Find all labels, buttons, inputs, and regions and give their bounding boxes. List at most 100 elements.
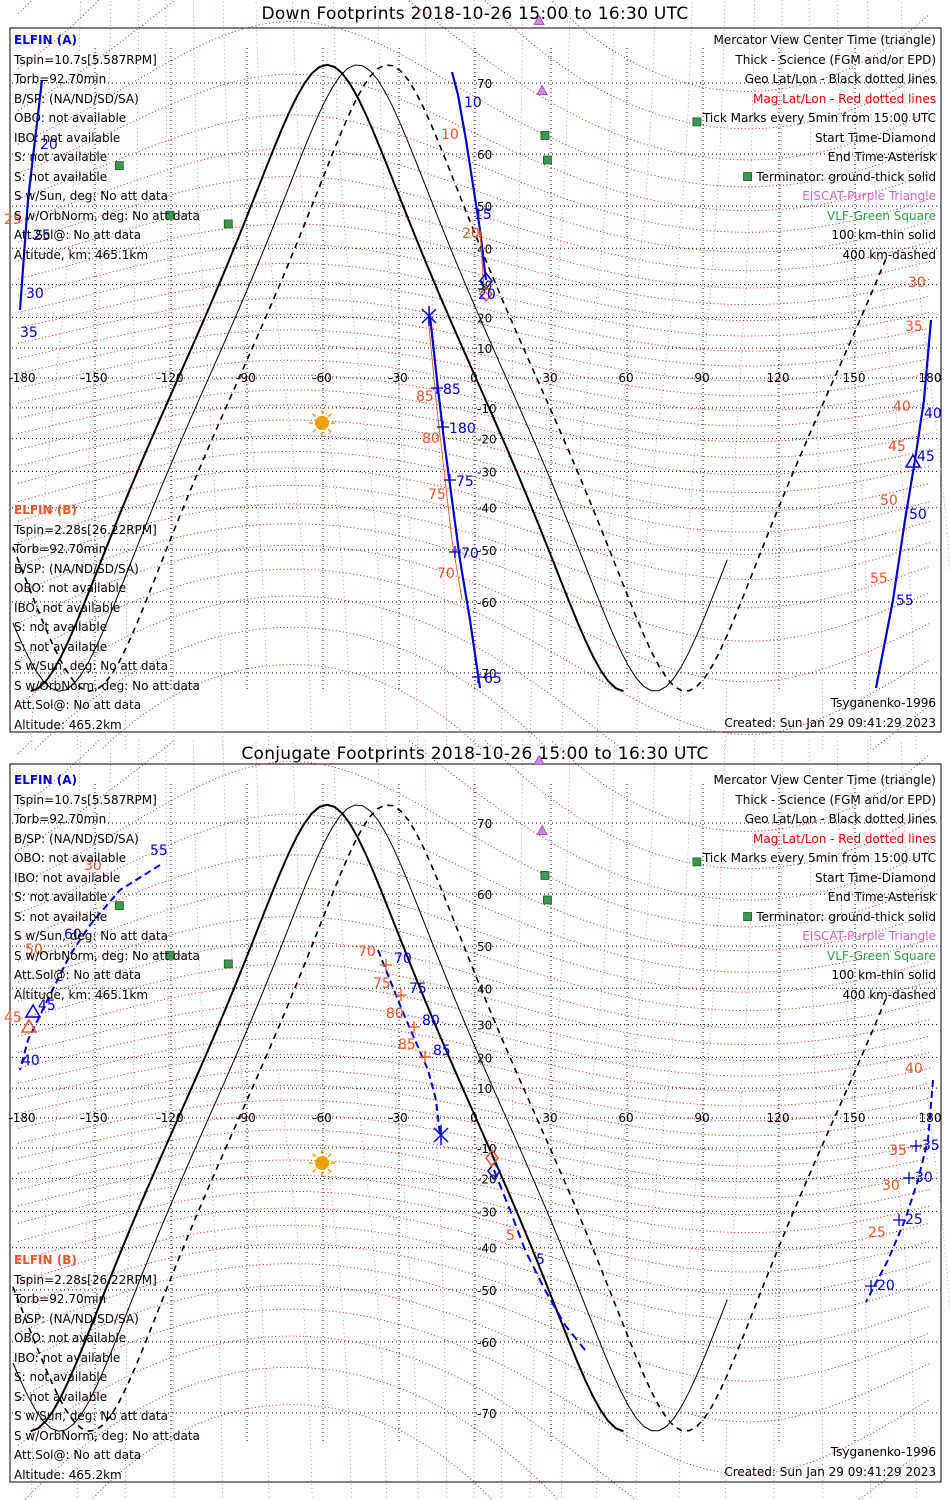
legend: Mercator View Center Time (triangle) Thi… — [703, 31, 936, 265]
lon-tick-label: -150 — [80, 1111, 107, 1125]
legend-item: Geo Lat/Lon - Black dotted lines — [744, 812, 936, 826]
mag-lat-line — [17, 916, 931, 1012]
info-line: Att.Sol@: No att data — [14, 1448, 142, 1462]
sun-ray — [327, 428, 332, 433]
info-line: Att.Sol@: No att data — [14, 968, 142, 982]
mag-lon-line — [808, 0, 824, 750]
lat-tick-label: 50 — [477, 200, 492, 214]
eiscat-triangle — [533, 754, 545, 765]
mag-lon-line — [124, 0, 140, 750]
info-line: S w/OrbNorm, deg: No att data — [14, 948, 200, 963]
lat-tick-label: 70 — [477, 77, 492, 91]
track-label: 45 — [888, 439, 906, 455]
info-line: B/SP: (NA/ND/SD/SA) — [14, 91, 139, 106]
legend-item: VLF-Green Square — [827, 208, 936, 223]
mag-lat-line — [17, 280, 931, 352]
lat-tick-label: 20 — [477, 1051, 492, 1065]
info-line: Torb=92.70min — [14, 812, 107, 826]
mag-lat-line — [17, 0, 931, 161]
info-line: Torb=92.70min — [14, 1292, 107, 1306]
created-label: Created: Sun Jan 29 09:41:29 2023 — [724, 1465, 936, 1479]
lon-tick-label: 180 — [919, 371, 942, 385]
sun-icon — [315, 416, 329, 431]
lon-tick-label: 150 — [843, 371, 866, 385]
track-label: 55 — [150, 843, 168, 859]
track-label: 35 — [922, 1138, 940, 1154]
info-line: B/SP: (NA/ND/SD/SA) — [14, 561, 139, 576]
info-line: Torb=92.70min — [14, 72, 107, 86]
vlf-square — [165, 950, 175, 960]
info-line: IBO: not available — [14, 870, 121, 885]
track-label: 75 — [428, 487, 446, 503]
lon-tick-label: -180 — [8, 1111, 35, 1125]
vlf-square — [743, 912, 752, 921]
track-label: 70 — [437, 566, 455, 582]
lon-tick-label: -30 — [388, 1111, 408, 1125]
track-label: 25 — [905, 1212, 923, 1228]
vlf-square — [692, 117, 702, 127]
legend-item: Thick - Science (FGM and/or EPD) — [735, 792, 936, 807]
info-line: S w/Sun, deg: No att data — [14, 189, 168, 203]
info-line: S w/Sun, deg: No att data — [14, 929, 168, 943]
info-line: Altitude: 465.2km — [14, 717, 122, 732]
mag-lon-line — [255, 0, 313, 750]
model-label: Tsyganenko-1996 — [830, 1445, 936, 1459]
mag-lat-line — [17, 1190, 931, 1273]
elfin-a-center-track — [493, 1169, 586, 1351]
info-line: Altitude: 465.2km — [14, 1467, 122, 1482]
lat-tick-label: -50 — [477, 544, 497, 558]
mag-lon-line — [255, 740, 313, 1500]
mag-lat-line — [17, 1308, 931, 1475]
lon-tick-label: 30 — [542, 1111, 557, 1125]
mag-lon-line — [635, 0, 693, 750]
mag-lat-line — [17, 484, 931, 580]
legend-item: Mercator View Center Time (triangle) — [713, 33, 936, 47]
start-diamond — [487, 1161, 501, 1181]
mag-lon-line — [773, 740, 783, 1500]
info-line: OBO: not available — [14, 1331, 127, 1345]
lon-tick-label: -150 — [80, 371, 107, 385]
legend-item: Tick Marks every 5min from 15:00 UTC — [702, 111, 936, 125]
track-label: 50 — [25, 942, 43, 958]
elfin-a-info: ELFIN (A) Tspin=10.7s[5.587RPM] Torb=92.… — [14, 31, 200, 265]
mag-lat-line — [17, 1159, 931, 1234]
model-label: Tsyganenko-1996 — [830, 696, 936, 710]
lon-tick-label: -180 — [8, 371, 35, 385]
lat-tick-label: -40 — [477, 1242, 497, 1256]
mag-lon-line — [500, 740, 524, 1500]
elfin-b-track-orange — [427, 315, 463, 601]
track-label: 50 — [880, 493, 898, 509]
elfin-a-info: ELFIN (A) Tspin=10.7s[5.587RPM] Torb=92.… — [14, 771, 200, 1005]
legend-item: Terminator: ground-thick solid — [756, 169, 936, 184]
info-line: Tspin=2.28s[26.22RPM] — [14, 1272, 157, 1287]
legend-item: EISCAT-Purple Triangle — [802, 929, 936, 943]
track-label: 40 — [893, 399, 911, 415]
info-line: Altitude, km: 465.1km — [14, 987, 149, 1002]
track-label: 45 — [38, 998, 56, 1014]
terminator-100km — [12, 64, 728, 692]
lon-tick-label: 90 — [694, 371, 709, 385]
track-label: 25 — [4, 212, 22, 228]
vlf-square — [540, 871, 550, 880]
track-label: 20 — [877, 1278, 895, 1294]
mag-lon-line — [561, 0, 616, 750]
track-label: 5 — [536, 1252, 545, 1268]
track-label: 70 — [461, 546, 479, 562]
track-label: 45 — [917, 449, 935, 465]
track-label: 70 — [394, 951, 412, 967]
track-label: 55 — [870, 571, 888, 587]
lat-tick-label: 10 — [477, 342, 492, 356]
created-label: Created: Sun Jan 29 09:41:29 2023 — [724, 716, 936, 730]
mag-lat-line — [17, 1020, 931, 1092]
track-label: 25 — [868, 1225, 886, 1241]
eiscat-triangle — [536, 824, 548, 835]
track-label: 45 — [4, 1010, 22, 1026]
legend-item: End Time-Asterisk — [827, 150, 936, 164]
mag-lat-line — [17, 1053, 931, 1122]
mag-lon-line — [773, 0, 783, 750]
mag-lat-line — [90, 1404, 493, 1500]
vlf-square — [114, 901, 124, 911]
mag-lon-line — [165, 740, 175, 1500]
track-label: 20 — [40, 137, 58, 153]
lat-tick-label: -60 — [477, 1336, 497, 1350]
